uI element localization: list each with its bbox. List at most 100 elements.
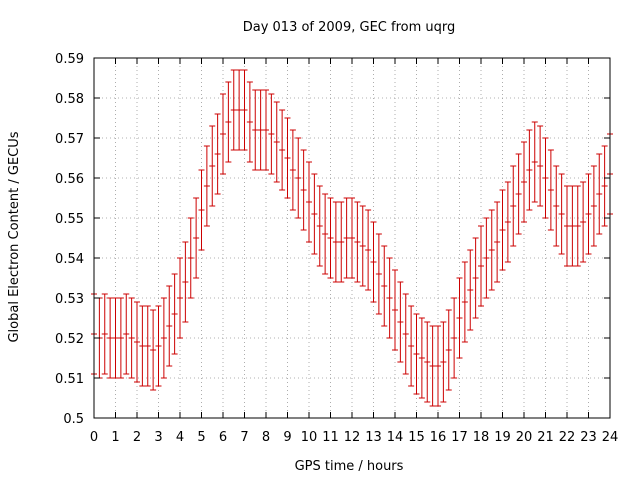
error-bar-point xyxy=(268,93,275,175)
error-bar-point xyxy=(397,281,404,363)
error-bar-point xyxy=(402,293,409,375)
error-bar-point xyxy=(225,81,232,163)
x-tick-label: 6 xyxy=(219,430,227,445)
error-bar-point xyxy=(488,209,495,291)
error-bar-point xyxy=(354,201,361,283)
error-bar-point xyxy=(257,89,264,171)
error-bar-point xyxy=(435,325,441,407)
error-bar-point xyxy=(160,297,167,379)
error-bar-point xyxy=(375,233,382,315)
error-bar-point xyxy=(424,321,431,403)
x-tick-label: 2 xyxy=(133,430,141,445)
error-bar-point xyxy=(284,117,291,199)
error-bar-point xyxy=(144,305,151,387)
error-bar-point xyxy=(306,161,312,243)
error-bar-point xyxy=(220,93,226,175)
error-bar-point xyxy=(182,241,189,323)
x-tick-label: 5 xyxy=(197,430,205,445)
x-tick-label: 21 xyxy=(537,430,554,445)
x-tick-label: 18 xyxy=(473,430,490,445)
x-tick-label: 14 xyxy=(387,430,404,445)
error-bar-point xyxy=(596,153,603,235)
error-bar-point xyxy=(279,109,286,191)
error-bar-point xyxy=(499,189,506,271)
x-tick-labels: 0 1 2 3 4 5 6 7 8 9 10 11 12 13 14 15 16 17 18 19 20 21 22 23 24 xyxy=(90,430,618,445)
x-tick-label: 22 xyxy=(559,430,576,445)
error-bar-point xyxy=(386,257,393,339)
error-bar-point xyxy=(241,69,248,151)
x-tick-label: 10 xyxy=(301,430,318,445)
error-bar-point xyxy=(483,217,490,299)
error-bar-point xyxy=(139,305,146,387)
error-bar-point xyxy=(112,297,119,379)
error-bar-point xyxy=(472,237,479,319)
y-tick-label: 0.5 xyxy=(63,412,84,427)
error-bar-point xyxy=(461,261,468,343)
error-bar-point xyxy=(316,185,323,267)
error-bar-point xyxy=(273,101,280,183)
x-tick-label: 23 xyxy=(580,430,597,445)
y-tick-label: 0.59 xyxy=(55,52,84,67)
error-bar-point xyxy=(187,217,194,299)
x-tick-label: 8 xyxy=(262,430,270,445)
error-bar-point xyxy=(574,185,581,267)
error-bar-point xyxy=(381,245,388,327)
x-axis-label: GPS time / hours xyxy=(295,459,404,474)
error-bar-point xyxy=(252,89,259,171)
error-bar-point xyxy=(440,321,447,403)
error-bar-point xyxy=(289,129,296,211)
error-bar-point xyxy=(311,173,318,255)
error-bar-point xyxy=(203,145,210,227)
error-bar-point xyxy=(117,297,124,379)
error-bar-point xyxy=(547,149,554,231)
y-tick-label: 0.56 xyxy=(55,172,84,187)
error-bar-point xyxy=(521,141,527,223)
x-tick-label: 3 xyxy=(154,430,162,445)
error-bar-point xyxy=(193,197,200,279)
x-tick-label: 7 xyxy=(240,430,248,445)
error-bar-point xyxy=(365,209,372,291)
y-tick-label: 0.53 xyxy=(55,292,84,307)
y-axis-label: Global Electron Content / GECUs xyxy=(7,131,22,342)
error-bar-point xyxy=(531,121,538,203)
x-tick-label: 20 xyxy=(516,430,533,445)
error-bar-point xyxy=(166,285,173,367)
error-bar-point xyxy=(214,113,221,195)
error-bar-point xyxy=(585,173,592,255)
error-bar-point xyxy=(155,305,162,387)
error-bar-point xyxy=(494,201,501,283)
error-bar-point xyxy=(456,277,463,359)
x-tick-label: 13 xyxy=(365,430,382,445)
error-bar-point xyxy=(107,297,114,379)
error-bar-point xyxy=(198,169,205,251)
error-bar-point xyxy=(553,165,560,247)
error-bar-point xyxy=(246,81,253,163)
error-bar-point xyxy=(537,125,544,207)
x-tick-label: 4 xyxy=(176,430,184,445)
error-bar-point xyxy=(322,193,329,275)
error-bar-point xyxy=(515,153,522,235)
x-tick-label: 12 xyxy=(344,430,361,445)
error-bar-point xyxy=(510,165,517,247)
error-bar-point xyxy=(590,165,597,247)
error-bar-point xyxy=(504,181,511,263)
error-bar-point xyxy=(445,309,452,391)
error-bar-point xyxy=(467,249,474,331)
error-bar-point xyxy=(349,197,355,279)
x-tick-label: 9 xyxy=(283,430,291,445)
x-tick-label: 11 xyxy=(322,430,339,445)
error-bar-point xyxy=(327,197,334,279)
error-bar-point xyxy=(101,293,108,375)
error-bar-point xyxy=(332,201,339,283)
x-tick-label: 16 xyxy=(430,430,447,445)
error-bar-point xyxy=(526,129,533,211)
y-tick-labels: 0.5 0.51 0.52 0.53 0.54 0.55 0.56 0.57 0.58 0.59 xyxy=(55,52,84,427)
y-tick-label: 0.58 xyxy=(55,92,84,107)
error-bar-point xyxy=(370,221,377,303)
error-bar-point xyxy=(580,181,587,263)
error-bar-point xyxy=(343,197,350,279)
error-bar-point xyxy=(408,305,415,387)
error-bar-point xyxy=(392,269,398,351)
error-bar-point xyxy=(177,257,183,339)
